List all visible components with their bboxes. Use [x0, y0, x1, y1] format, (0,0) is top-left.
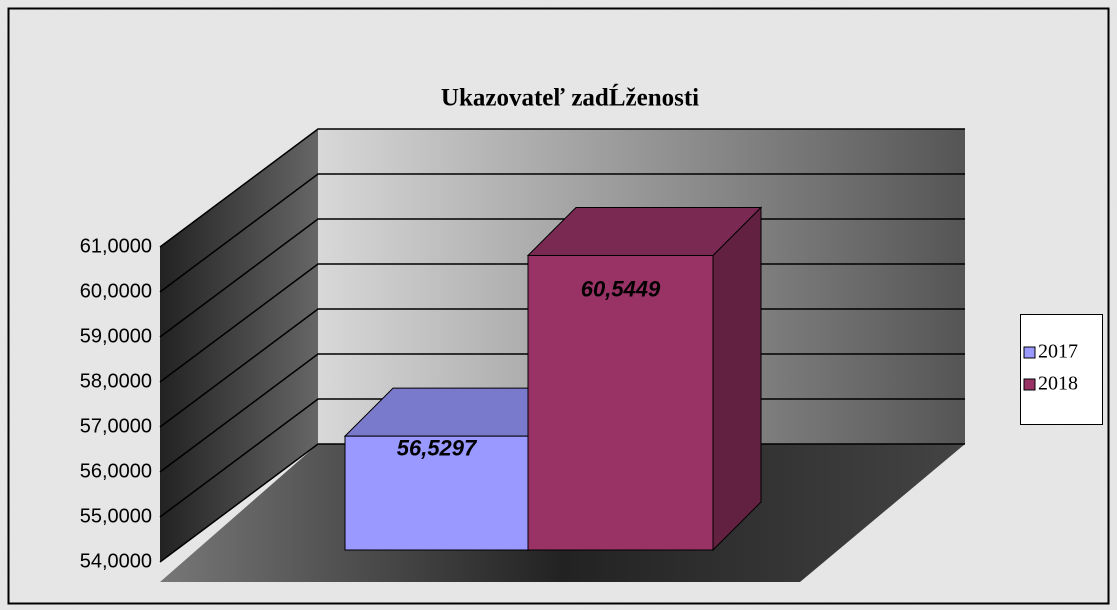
- y-tick-label: 58,0000: [80, 370, 152, 392]
- y-tick-label: 57,0000: [80, 415, 152, 437]
- y-tick-label: 60,0000: [80, 280, 152, 302]
- bar-side: [712, 206, 762, 552]
- chart-border: [7, 7, 1110, 605]
- bar: [344, 435, 529, 551]
- bar: [527, 254, 714, 551]
- legend-swatch: [1023, 378, 1036, 391]
- legend-swatch: [1023, 346, 1036, 359]
- y-tick-label: 55,0000: [80, 505, 152, 527]
- y-tick-label: 54,0000: [80, 550, 152, 572]
- y-tick-label: 59,0000: [80, 325, 152, 347]
- y-tick-label: 61,0000: [80, 235, 152, 257]
- data-label: 60,5449: [581, 277, 661, 302]
- y-tick-label: 56,0000: [80, 460, 152, 482]
- legend-label: 2018: [1038, 373, 1078, 395]
- data-label: 56,5297: [397, 436, 478, 461]
- legend-label: 2017: [1038, 341, 1078, 363]
- chart-title: Ukazovateľ zadĹženosti: [441, 84, 699, 112]
- grid-line: [159, 173, 965, 293]
- legend: [1020, 314, 1103, 425]
- side-wall: [160, 129, 318, 562]
- grid-line: [159, 128, 965, 248]
